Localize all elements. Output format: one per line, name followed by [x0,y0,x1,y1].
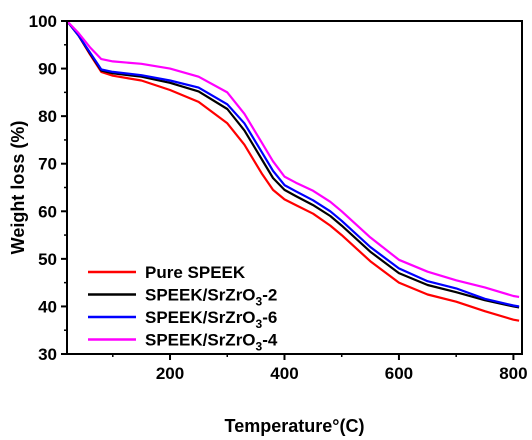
x-tick-label: 600 [385,364,413,383]
y-axis-title: Weight loss (%) [8,121,28,255]
axes-layer [66,20,523,355]
x-axis-title: Temperature°(C) [225,416,365,436]
y-tick-label: 40 [38,297,57,316]
ticks-layer: 30 40 50 60 70 80 90 100 200 400 600 800 [29,12,528,383]
y-tick-label: 60 [38,202,57,221]
x-tick-label: 200 [156,364,184,383]
x-tick-label: 400 [270,364,298,383]
y-tick-label: 70 [38,155,57,174]
plot-frame [66,20,523,355]
y-tick-label: 90 [38,60,57,79]
legend-label-4: SPEEK/SrZrO3-4 [145,331,278,354]
series-layer [66,20,520,322]
legend: Pure SPEEK SPEEK/SrZrO3-2SPEEK/SrZrO3-6SP… [88,263,278,354]
series-line-4 [66,20,520,298]
y-tick-label: 80 [38,107,57,126]
y-tick-label: 50 [38,250,57,269]
series-line-1 [66,20,520,322]
legend-label-3: SPEEK/SrZrO3-6 [145,308,277,331]
y-tick-label: 100 [29,12,57,31]
series-line-2 [66,20,520,309]
legend-label-1: Pure SPEEK [145,263,246,282]
y-tick-label: 30 [38,345,57,364]
x-tick-label: 800 [499,364,527,383]
legend-label-2: SPEEK/SrZrO3-2 [145,286,277,309]
series-line-3 [66,20,520,308]
